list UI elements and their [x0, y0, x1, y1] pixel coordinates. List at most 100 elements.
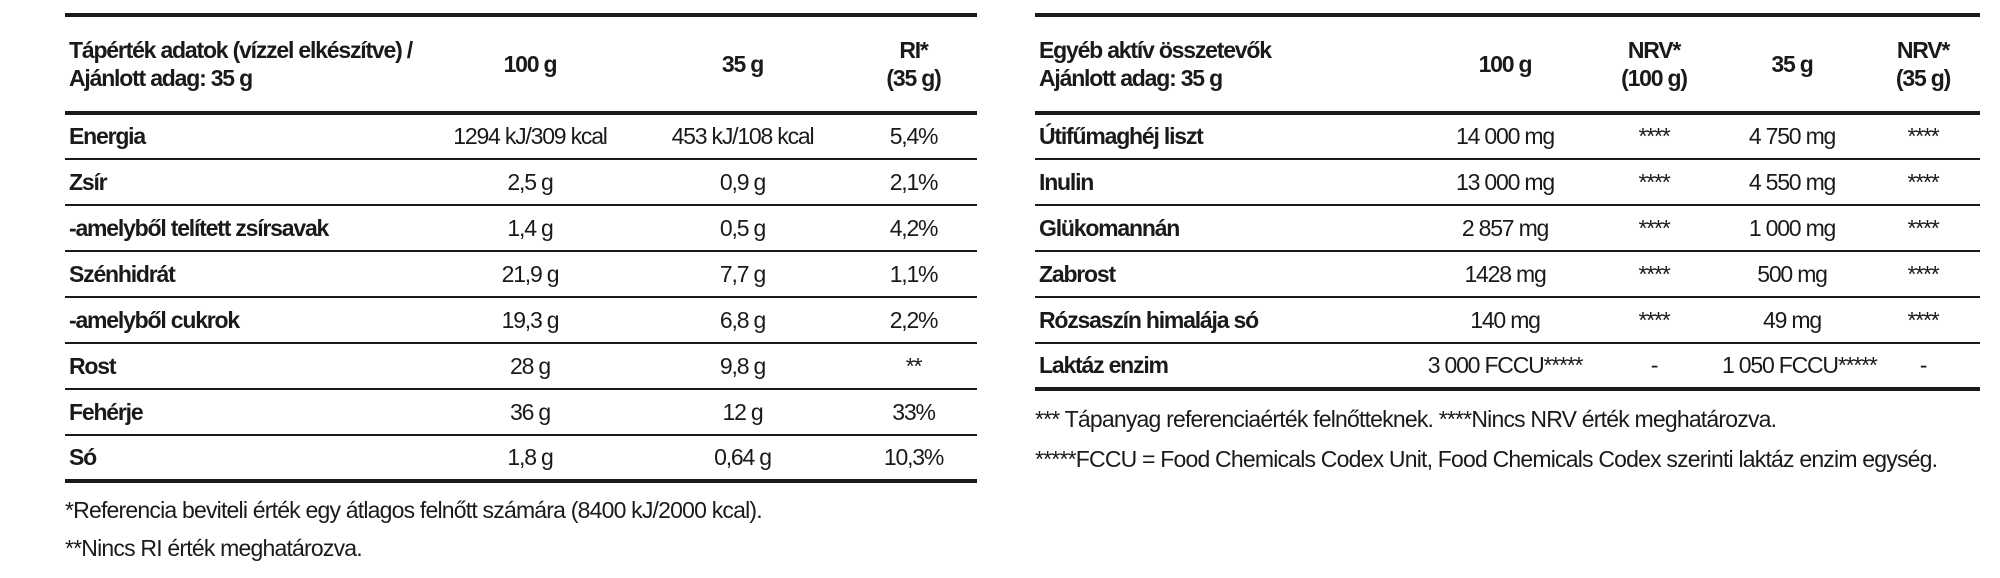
cell: 1 050 FCCU***** [1722, 352, 1878, 378]
header-text: 35 g [1771, 51, 1813, 77]
footnote: *****FCCU = Food Chemicals Codex Unit, F… [1035, 446, 1938, 472]
cell: 2,2% [889, 306, 939, 333]
cell: 1,4 g [507, 214, 553, 241]
cell: 1,1% [889, 260, 939, 287]
header-cell: RI* (35 g) [850, 15, 977, 113]
row: Zsír 2,5 g 0,9 g 2,1% [65, 159, 977, 205]
cell: -amelyből cukrok [69, 306, 240, 333]
ingredients-block: Egyéb aktív összetevők Ajánlott adag: 35 … [1035, 13, 1980, 479]
cell: - [1919, 352, 1928, 378]
header-cell: 35 g [635, 15, 850, 113]
header-text: RI* [899, 37, 929, 63]
cell: 28 g [510, 352, 551, 379]
header-cell: Tápérték adatok (vízzel elkészítve) / Ajá… [65, 15, 425, 113]
header-cell: 100 g [1420, 15, 1590, 113]
cell: 13 000 mg [1456, 168, 1555, 195]
cell: 4 550 mg [1748, 168, 1837, 195]
header-text: 100 g [1478, 51, 1533, 77]
header-text: Tápérték adatok (vízzel elkészítve) / [69, 37, 413, 63]
cell: Zabrost [1039, 260, 1116, 287]
cell: Só [69, 444, 97, 470]
header-text: NRV* [1627, 37, 1682, 63]
cell: 0,64 g [714, 444, 772, 470]
notes: *Referencia beviteli érték egy átlagos f… [65, 491, 977, 567]
cell: Fehérje [69, 398, 144, 425]
cell: ** [905, 352, 923, 379]
header-row: Tápérték adatok (vízzel elkészítve) / Ajá… [65, 15, 977, 113]
cell: 2,5 g [507, 168, 553, 195]
cell: 36 g [510, 398, 551, 425]
cell: **** [1638, 168, 1670, 195]
cell: 14 000 mg [1456, 123, 1555, 149]
header-text: 100 g [503, 51, 558, 77]
cell: 12 g [722, 398, 764, 425]
row: Fehérje 36 g 12 g 33% [65, 389, 977, 435]
header-text: (35 g) [886, 65, 941, 91]
cell: 4 750 mg [1748, 123, 1837, 149]
cell: Energia [69, 123, 146, 149]
row: Útifűmaghéj liszt 14 000 mg **** 4 750 mg **… [1035, 113, 1980, 159]
row: Rózsaszín himalája só 140 mg **** 49 mg **** [1035, 297, 1980, 343]
table: Egyéb aktív összetevők Ajánlott adag: 35 … [1035, 13, 1980, 391]
row: Laktáz enzim 3 000 FCCU***** - 1 050 FCCU**… [1035, 343, 1980, 389]
cell: Útifűmaghéj liszt [1039, 123, 1204, 149]
table: Tápérték adatok (vízzel elkészítve) / Ajá… [65, 13, 977, 483]
notes: *** Tápanyag referenciaérték felnőttekne… [1035, 399, 1980, 479]
cell: 3 000 FCCU***** [1427, 352, 1584, 378]
row: -amelyből telített zsírsavak 1,4 g 0,5 g 4,… [65, 205, 977, 251]
cell: **** [1907, 214, 1939, 241]
cell: 0,5 g [719, 214, 766, 241]
header-text: 35 g [721, 51, 764, 77]
cell: **** [1907, 168, 1939, 195]
cell: 1,8 g [507, 444, 553, 470]
cell: Glükomannán [1039, 214, 1180, 241]
cell: **** [1907, 260, 1939, 287]
footnote: *** Tápanyag referenciaérték felnőttekne… [1035, 406, 1777, 432]
header-cell: 100 g [425, 15, 635, 113]
cell: 10,3% [883, 444, 944, 470]
footnote: *Referencia beviteli érték egy átlagos f… [65, 497, 763, 523]
table-body: Útifűmaghéj liszt 14 000 mg **** 4 750 mg **… [1035, 113, 1980, 389]
cell: 49 mg [1763, 306, 1822, 333]
row: -amelyből cukrok 19,3 g 6,8 g 2,2% [65, 297, 977, 343]
header-text: Ajánlott adag: 35 g [69, 65, 253, 91]
cell: 500 mg [1757, 260, 1828, 287]
cell: 19,3 g [501, 306, 560, 333]
cell: **** [1638, 123, 1670, 149]
header-cell: NRV* (35 g) [1866, 15, 1980, 113]
cell: 0,9 g [719, 168, 766, 195]
cell: 1 000 mg [1748, 214, 1837, 241]
cell: **** [1638, 306, 1670, 333]
cell: Rost [69, 352, 117, 379]
header-cell: Egyéb aktív összetevők Ajánlott adag: 35 … [1035, 15, 1420, 113]
cell: 9,8 g [719, 352, 766, 379]
cell: 6,8 g [719, 306, 766, 333]
row: Szénhidrát 21,9 g 7,7 g 1,1% [65, 251, 977, 297]
row: Energia 1294 kJ/309 kcal 453 kJ/108 kcal 5,… [65, 113, 977, 159]
header-text: Egyéb aktív összetevők [1039, 37, 1272, 63]
header-row: Egyéb aktív összetevők Ajánlott adag: 35 … [1035, 15, 1980, 113]
cell: 140 mg [1470, 306, 1541, 333]
cell: 453 kJ/108 kcal [671, 123, 815, 149]
header-text: Ajánlott adag: 35 g [1039, 65, 1223, 91]
cell: -amelyből telített zsírsavak [69, 214, 329, 241]
cell: **** [1638, 260, 1670, 287]
row: Glükomannán 2 857 mg **** 1 000 mg **** [1035, 205, 1980, 251]
cell: Szénhidrát [69, 260, 176, 287]
cell: 2,1% [889, 168, 939, 195]
header-text: (100 g) [1621, 65, 1688, 91]
cell: 21,9 g [501, 260, 560, 287]
nutrition-block: Tápérték adatok (vízzel elkészítve) / Ajá… [65, 13, 977, 567]
cell: 2 857 mg [1461, 214, 1550, 241]
header-text: NRV* [1896, 37, 1951, 63]
cell: 4,2% [889, 214, 939, 241]
cell: **** [1907, 306, 1939, 333]
cell: Rózsaszín himalája só [1039, 306, 1259, 333]
cell: 33% [892, 398, 936, 425]
row: Inulin 13 000 mg **** 4 550 mg **** [1035, 159, 1980, 205]
cell: Laktáz enzim [1039, 352, 1169, 378]
row: Só 1,8 g 0,64 g 10,3% [65, 435, 977, 481]
footnote: **Nincs RI érték meghatározva. [65, 535, 363, 561]
table-head: Tápérték adatok (vízzel elkészítve) / Ajá… [65, 15, 977, 113]
